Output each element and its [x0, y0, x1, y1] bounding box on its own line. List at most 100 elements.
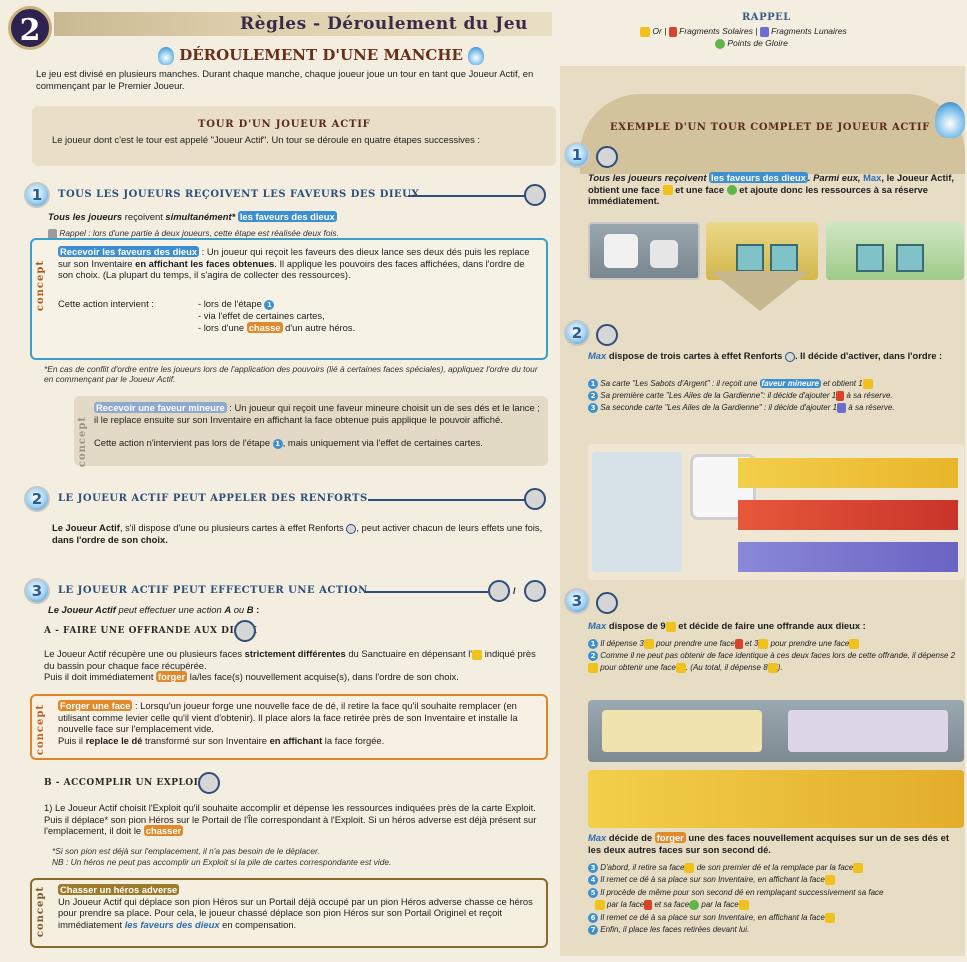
- sanctuary-pool: [602, 710, 762, 752]
- action-b-note-1: *Si son pion est déjà sur l'emplacement,…: [52, 846, 320, 856]
- rappel-sun: Fragments Solaires |: [679, 26, 760, 36]
- example-s1-max: Max: [863, 172, 882, 183]
- concept-tag: concept: [35, 260, 46, 312]
- concept-tag: concept: [77, 416, 88, 468]
- step-1-line-a: Tous les joueurs: [48, 211, 123, 222]
- example-s3-b: dispose de 9: [606, 620, 666, 631]
- example-arch: [580, 94, 965, 174]
- step-3-slash: /: [513, 585, 516, 596]
- example-s4-b: décide de: [606, 832, 655, 843]
- example-s3-c: et décide de faire une offrande aux dieu…: [675, 620, 866, 631]
- moon-shard-icon: [837, 402, 847, 413]
- s3-l2b: pour obtenir une face: [598, 663, 676, 672]
- rappel-line-1: Or | Fragments Solaires | Fragments Luna…: [640, 26, 847, 37]
- concept-forge-p2d: en affichant: [269, 734, 323, 746]
- step-3-lead-c: A: [224, 604, 232, 615]
- list-dot: 7: [588, 924, 598, 935]
- manche-intro: Le jeu est divisé en plusieurs manches. …: [36, 68, 534, 91]
- list-dot: 2: [588, 390, 598, 401]
- action-a-p2a: Puis il doit immédiatement: [44, 671, 157, 683]
- concept-chasse-box: concept: [30, 878, 548, 948]
- concept-faveurs-box: concept: [30, 238, 548, 360]
- s2-l1b: et obtient 1: [820, 379, 863, 388]
- f2: Il remet ce dé à sa place sur son Invent…: [600, 875, 825, 885]
- example-s1-b: . Parmi eux,: [807, 172, 864, 183]
- concept-minor-label: Recevoir une faveur mineure: [94, 402, 227, 413]
- f3c: et sa face: [652, 900, 690, 910]
- example-step-2-list: 1 Sa carte "Les Sabots d'Argent" : il re…: [588, 378, 964, 414]
- gold-face-icon: [849, 638, 860, 649]
- action-b-title: B - Accomplir un exploit: [44, 778, 206, 788]
- concept-minor-p2a: Cette action n'intervient pas lors de l'…: [94, 437, 271, 448]
- step-3-lead-a: Le Joueur Actif: [48, 604, 116, 615]
- concept-faveurs-p1c: . Il applique les pouvoirs des faces aff…: [58, 257, 525, 281]
- rules-column: 2 Règles - Déroulement du Jeu Déroulemen…: [8, 6, 556, 956]
- gear-icon: [524, 488, 546, 510]
- step-3-title: Le joueur actif peut effectuer une actio…: [58, 585, 368, 596]
- s3-l1c: et 3: [742, 639, 759, 648]
- f3b: par la face: [604, 900, 645, 910]
- chasse-highlight: chasse: [246, 322, 283, 333]
- list-item: 2 Comme il ne peut pas obtenir de face i…: [588, 650, 964, 674]
- f1b: de son premier dé et la remplace par la …: [694, 863, 854, 872]
- die-icon: [650, 240, 678, 268]
- list-dot: 6: [588, 912, 598, 923]
- example-step-3-list: 1 Il dépense 3 pour prendre une face et …: [588, 638, 964, 674]
- action-b-p1: 1) Le Joueur Actif choisit l'Exploit qu'…: [44, 802, 537, 836]
- gold-icon: [665, 621, 676, 632]
- flame-icon: [158, 47, 174, 65]
- gear-icon: [596, 324, 618, 346]
- s2-l1a: Sa carte "Les Sabots d'Argent" : il reço…: [600, 379, 760, 388]
- s2-l2: Sa première carte "Les Ailes de la Gardi…: [600, 391, 837, 400]
- glory-face-icon: [689, 900, 700, 911]
- step-3-lead-b: peut effectuer une action: [115, 604, 225, 615]
- rappel-gold: Or |: [652, 26, 669, 36]
- concept-forge-label: Forger une face: [58, 700, 133, 711]
- dice-photo: [588, 222, 700, 280]
- step-2-title: Le joueur actif peut appeler des renfort…: [58, 493, 368, 504]
- list-dot: 1: [588, 378, 598, 389]
- renforts-icon: [784, 351, 795, 362]
- s3-l1b: pour prendre une face: [653, 639, 735, 648]
- gold-face-icon: [853, 862, 864, 873]
- gold-icon: [643, 638, 654, 649]
- list-item: 1 Il dépense 3 pour prendre une face et …: [588, 638, 964, 650]
- concept-forge-text: Forger une face : Lorsqu'un joueur forge…: [58, 700, 540, 746]
- rappel-title: Rappel: [742, 12, 791, 23]
- gold-face-icon: [824, 912, 835, 923]
- cards-inventory-photo: [588, 444, 964, 580]
- list-dot: 4: [588, 875, 598, 886]
- card-icon: [198, 772, 220, 794]
- action-line-3: - lors d'une chasse d'un autre héros.: [198, 322, 355, 334]
- sanctuary-photo: [588, 700, 964, 762]
- page-number-badge: 2: [8, 6, 52, 50]
- concept-tag: concept: [35, 886, 46, 938]
- gold-face-icon: [684, 862, 695, 873]
- forger-highlight: forger: [156, 671, 188, 683]
- example-s3-max: Max: [588, 620, 607, 631]
- faveur-mineure-highlight: faveur mineure: [759, 379, 821, 388]
- example-step-2-badge: 2: [564, 320, 590, 346]
- list-dot: 3: [588, 862, 598, 873]
- card-stack: [592, 452, 682, 572]
- gold-icon: [758, 638, 769, 649]
- tour-section-box: [32, 106, 556, 166]
- temple-icon: [488, 580, 510, 602]
- example-step-4-list: 3 D'abord, il retire sa face de son prem…: [588, 862, 964, 936]
- card-icon: [524, 580, 546, 602]
- action-line-1-text: - lors de l'étape: [198, 298, 262, 309]
- action-b-text: 1) Le Joueur Actif choisit l'Exploit qu'…: [44, 802, 548, 837]
- gold-icon: [640, 26, 650, 37]
- slot-icon: [736, 244, 764, 272]
- step-2-c: , peut activer chacun de leurs effets un…: [356, 522, 543, 533]
- manche-title-text: Déroulement d'une manche: [179, 46, 463, 64]
- s3-l2c: . (Au total, il dépense 8: [685, 663, 768, 672]
- slot-icon: [856, 244, 884, 272]
- concept-faveurs-p1b: en affichant les faces obtenues: [135, 257, 275, 269]
- step-1-mini-badge: 1: [272, 438, 283, 449]
- flame-icon: [468, 47, 485, 65]
- concept-forge-p2a: Puis il: [58, 734, 86, 746]
- concept-forge-p: : Lorsqu'un joueur forge une nouvelle fa…: [58, 700, 518, 734]
- concept-minor-p2: Cette action n'intervient pas lors de l'…: [94, 437, 540, 449]
